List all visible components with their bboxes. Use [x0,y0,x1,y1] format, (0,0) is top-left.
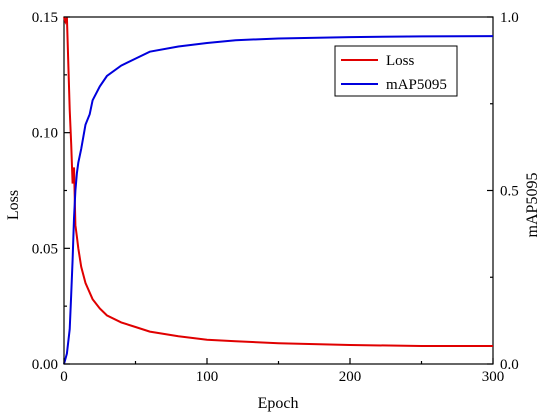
y-left-tick-label: 0.05 [32,241,58,257]
map5095-series-line [63,35,494,365]
x-tick-label: 300 [482,369,505,385]
x-tick-label: 100 [196,369,219,385]
y-right-tick-label: 1.0 [500,10,519,26]
legend: Loss mAP5095 [334,45,458,97]
y-right-tick-label: 0.0 [500,357,519,373]
legend-loss-label: Loss [386,53,415,69]
y-left-tick-label: 0.00 [32,357,58,373]
y-right-tick-label: 0.5 [500,184,519,200]
y-right-axis-title: mAP5095 [524,173,541,238]
ticks-layer: 0 100 200 300 0.00 0.05 0.10 0.15 0.0 0.5 1.0 [32,10,519,385]
x-tick-label: 0 [60,369,68,385]
y-left-tick-label: 0.10 [32,126,58,142]
loss-series-line [63,16,493,347]
y-left-tick-label: 0.15 [32,10,58,26]
y-left-axis-title: Loss [5,190,22,220]
legend-box [334,45,458,97]
x-axis-title: Epoch [258,395,299,412]
legend-map-label: mAP5095 [386,77,447,93]
x-tick-label: 200 [339,369,362,385]
